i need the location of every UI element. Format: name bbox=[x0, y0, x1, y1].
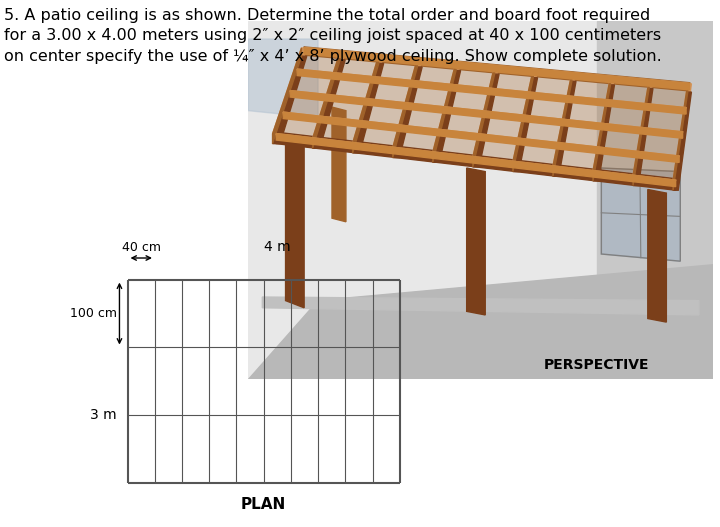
Polygon shape bbox=[353, 55, 384, 143]
Polygon shape bbox=[473, 66, 499, 157]
Polygon shape bbox=[601, 168, 680, 261]
Text: 40 cm: 40 cm bbox=[122, 241, 161, 254]
Polygon shape bbox=[593, 85, 614, 181]
Polygon shape bbox=[433, 71, 461, 162]
Polygon shape bbox=[513, 77, 538, 172]
Text: PERSPECTIVE: PERSPECTIVE bbox=[544, 358, 649, 372]
Polygon shape bbox=[513, 70, 534, 172]
Polygon shape bbox=[276, 50, 690, 182]
Polygon shape bbox=[283, 112, 679, 157]
Polygon shape bbox=[473, 66, 495, 167]
Polygon shape bbox=[633, 89, 653, 186]
Polygon shape bbox=[276, 47, 304, 144]
Polygon shape bbox=[304, 47, 690, 84]
Polygon shape bbox=[648, 190, 666, 322]
Text: 4 m: 4 m bbox=[264, 240, 291, 254]
Polygon shape bbox=[353, 55, 379, 153]
Polygon shape bbox=[276, 132, 675, 190]
Polygon shape bbox=[290, 91, 683, 132]
Text: 3 m: 3 m bbox=[90, 408, 117, 422]
Polygon shape bbox=[248, 21, 713, 379]
Polygon shape bbox=[312, 60, 345, 148]
Polygon shape bbox=[392, 58, 418, 158]
Polygon shape bbox=[673, 84, 688, 190]
Polygon shape bbox=[297, 69, 686, 109]
Polygon shape bbox=[553, 81, 576, 176]
Polygon shape bbox=[392, 67, 422, 158]
Polygon shape bbox=[304, 47, 690, 90]
Polygon shape bbox=[312, 52, 340, 148]
Text: 100 cm: 100 cm bbox=[70, 307, 117, 320]
Polygon shape bbox=[467, 168, 485, 315]
Polygon shape bbox=[276, 134, 675, 181]
Polygon shape bbox=[392, 58, 422, 148]
Polygon shape bbox=[353, 63, 384, 153]
Polygon shape bbox=[673, 84, 691, 181]
Polygon shape bbox=[633, 80, 649, 186]
Polygon shape bbox=[297, 69, 686, 114]
Polygon shape bbox=[433, 62, 461, 153]
Polygon shape bbox=[248, 265, 713, 379]
Polygon shape bbox=[273, 56, 307, 144]
Polygon shape bbox=[332, 107, 346, 222]
Polygon shape bbox=[286, 139, 304, 308]
Polygon shape bbox=[553, 73, 572, 176]
Polygon shape bbox=[433, 62, 456, 162]
Polygon shape bbox=[248, 39, 318, 118]
Polygon shape bbox=[273, 48, 302, 144]
Polygon shape bbox=[513, 70, 538, 162]
Polygon shape bbox=[597, 21, 713, 379]
Polygon shape bbox=[262, 297, 699, 315]
Polygon shape bbox=[473, 74, 499, 167]
Polygon shape bbox=[673, 92, 691, 190]
Polygon shape bbox=[290, 91, 683, 138]
Polygon shape bbox=[675, 83, 690, 190]
Polygon shape bbox=[553, 73, 576, 167]
Polygon shape bbox=[593, 76, 614, 171]
Polygon shape bbox=[633, 80, 653, 176]
Text: PLAN: PLAN bbox=[241, 496, 287, 512]
Polygon shape bbox=[273, 48, 307, 134]
Polygon shape bbox=[283, 112, 679, 162]
Polygon shape bbox=[304, 47, 690, 91]
Polygon shape bbox=[276, 134, 675, 187]
Polygon shape bbox=[312, 52, 345, 139]
Text: 5. A patio ceiling is as shown. Determine the total order and board foot require: 5. A patio ceiling is as shown. Determin… bbox=[4, 8, 662, 64]
Polygon shape bbox=[593, 76, 611, 181]
